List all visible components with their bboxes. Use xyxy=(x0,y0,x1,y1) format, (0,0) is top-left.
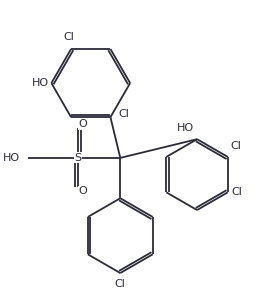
Text: Cl: Cl xyxy=(64,32,74,42)
Text: O: O xyxy=(79,119,87,130)
Text: Cl: Cl xyxy=(232,187,242,197)
Text: HO: HO xyxy=(32,78,49,88)
Text: Cl: Cl xyxy=(115,279,126,289)
Text: Cl: Cl xyxy=(231,141,242,151)
Text: HO: HO xyxy=(177,123,194,133)
Text: Cl: Cl xyxy=(118,109,129,119)
Text: O: O xyxy=(79,186,87,196)
Text: HO: HO xyxy=(3,153,20,163)
Text: S: S xyxy=(74,153,82,163)
